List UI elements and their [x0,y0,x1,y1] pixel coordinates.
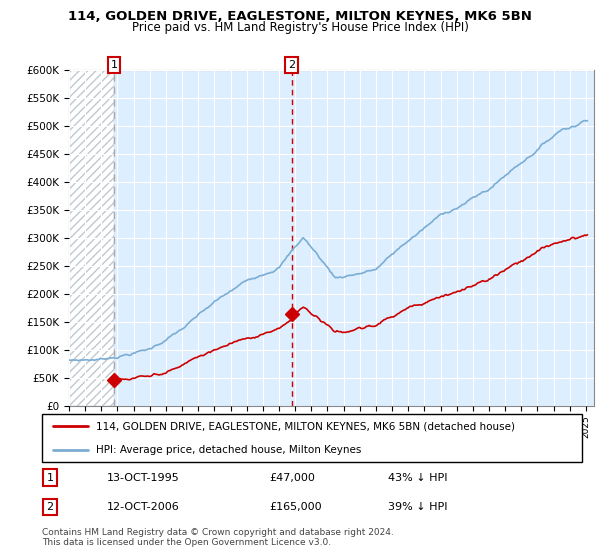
FancyBboxPatch shape [42,414,582,462]
Text: 12-OCT-2006: 12-OCT-2006 [107,502,179,512]
Text: 13-OCT-1995: 13-OCT-1995 [107,473,179,483]
Text: 43% ↓ HPI: 43% ↓ HPI [388,473,447,483]
Text: 114, GOLDEN DRIVE, EAGLESTONE, MILTON KEYNES, MK6 5BN (detached house): 114, GOLDEN DRIVE, EAGLESTONE, MILTON KE… [96,421,515,431]
Text: £165,000: £165,000 [269,502,322,512]
Text: HPI: Average price, detached house, Milton Keynes: HPI: Average price, detached house, Milt… [96,445,361,455]
Polygon shape [69,70,114,406]
Text: 114, GOLDEN DRIVE, EAGLESTONE, MILTON KEYNES, MK6 5BN: 114, GOLDEN DRIVE, EAGLESTONE, MILTON KE… [68,10,532,23]
Text: 2: 2 [288,60,295,70]
Text: 1: 1 [47,473,53,483]
Text: 2: 2 [47,502,53,512]
Text: Price paid vs. HM Land Registry's House Price Index (HPI): Price paid vs. HM Land Registry's House … [131,21,469,34]
Text: 1: 1 [110,60,118,70]
Text: £47,000: £47,000 [269,473,314,483]
Text: 39% ↓ HPI: 39% ↓ HPI [388,502,447,512]
Text: Contains HM Land Registry data © Crown copyright and database right 2024.
This d: Contains HM Land Registry data © Crown c… [42,528,394,547]
